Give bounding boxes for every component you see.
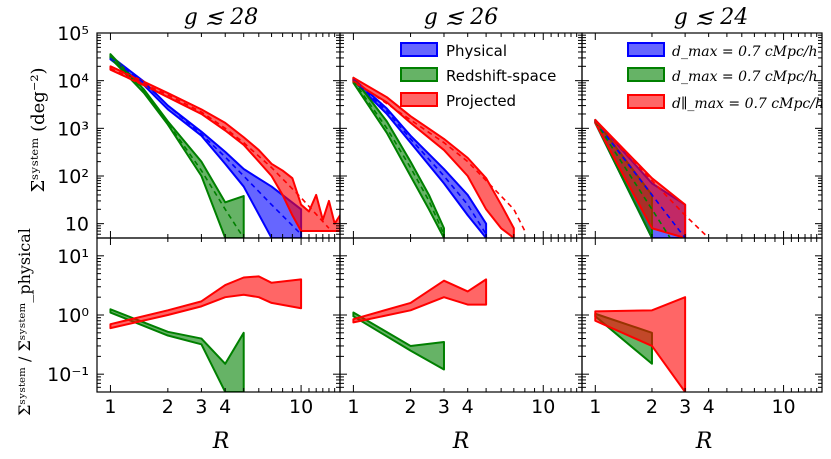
- axes-frame: [581, 32, 823, 239]
- y-axis-label-top: Σˢʸˢᵗᵉᵐ (deg⁻²): [28, 67, 49, 192]
- panel-bottom-1: 1 2 3 4 10 10⁻¹ 10⁰ 10¹: [47, 237, 341, 418]
- band-redshift-space: [109, 308, 245, 392]
- x-axis-label-1: R: [212, 429, 230, 454]
- legend-dmax-projected: d∥_max = 0.7 cMpc/h: [627, 94, 824, 112]
- fit-line-physical: [594, 120, 686, 238]
- plot-area: [352, 278, 488, 371]
- fit-line-projected: [594, 120, 710, 238]
- plot-area: [109, 275, 303, 392]
- panel-title-1: g ≲ 28: [184, 5, 259, 30]
- x-axis-label-2: R: [452, 429, 470, 454]
- y-axis-label-bottom: Σˢʸˢᵗᵉᵐ / Σˢʸˢᵗᵉᵐ_physical: [15, 228, 34, 416]
- band-physical: [352, 77, 488, 238]
- plot-area: [594, 296, 687, 392]
- legend-projected-panel: Projected: [400, 92, 516, 110]
- legend-dmax-physical-label: d_max = 0.7 cMpc/h: [672, 44, 818, 60]
- legend-dmax-redshift: d_max = 0.7 cMpc/h: [627, 67, 818, 85]
- y-tick-label-top: 10: [65, 214, 89, 236]
- x-tick-label: 2: [405, 396, 417, 418]
- legend-dmax-redshift-label: d_max = 0.7 cMpc/h: [672, 69, 818, 85]
- x-tick-label: 4: [703, 396, 715, 418]
- y-tick-label-top: 10²: [57, 166, 89, 188]
- panel-title-2: g ≲ 26: [424, 5, 499, 30]
- band-projected: [109, 65, 340, 233]
- fit-line-redshift-space: [109, 55, 245, 238]
- fit-line-physical: [352, 79, 487, 235]
- legend-dmax-physical: d_max = 0.7 cMpc/h: [627, 42, 818, 60]
- fit-line-redshift-space: [594, 120, 671, 238]
- legend-projected-label: Projected: [446, 92, 516, 110]
- x-tick-label: 10: [771, 396, 795, 418]
- legend-projected-swatch: [400, 92, 438, 107]
- band-redshift-space: [109, 53, 245, 238]
- x-tick-label: 2: [162, 396, 174, 418]
- x-tick-label: 10: [289, 396, 313, 418]
- y-tick-label-top: 10³: [57, 118, 89, 140]
- panel-bottom-2: 1 2 3 4 10: [339, 237, 583, 418]
- x-tick-label: 4: [219, 396, 231, 418]
- y-tick-label-bottom: 10⁻¹: [47, 364, 89, 386]
- legend-dmax-projected-label: d∥_max = 0.7 cMpc/h: [672, 96, 824, 112]
- x-tick-label: 3: [438, 396, 450, 418]
- x-tick-label: 4: [462, 396, 474, 418]
- x-tick-label: 1: [589, 396, 601, 418]
- band-physical: [109, 54, 303, 238]
- band-redshift-space: [352, 76, 445, 238]
- fit-line-physical: [109, 57, 302, 235]
- plot-area: [352, 76, 526, 238]
- x-tick-label: 1: [347, 396, 359, 418]
- plot-area: [594, 118, 710, 238]
- y-tick-label-top: 10⁴: [57, 71, 89, 93]
- legend-dmax-redshift-swatch: [627, 67, 665, 82]
- band-projected: [352, 76, 515, 238]
- x-axis-label-3: R: [695, 429, 713, 454]
- legend-physical-label: Physical: [446, 42, 507, 60]
- y-tick-label-bottom: 10¹: [57, 246, 89, 268]
- y-tick-label-bottom: 10⁰: [57, 305, 89, 327]
- fit-line-redshift-space: [352, 80, 445, 235]
- legend-physical-swatch: [400, 42, 438, 57]
- legend-dmax-projected-swatch: [627, 94, 665, 109]
- legend-redshift-panel: Redshift-space: [400, 67, 556, 85]
- panel-title-3: g ≲ 24: [674, 5, 749, 30]
- y-tick-label-top: 10⁵: [57, 23, 89, 45]
- x-tick-label: 1: [104, 396, 116, 418]
- band-redshift-space: [352, 311, 445, 371]
- band-projected: [109, 275, 303, 330]
- plot-area: [109, 53, 340, 238]
- panel-top-2: [339, 32, 583, 239]
- x-tick-label: 3: [679, 396, 691, 418]
- x-tick-label: 10: [531, 396, 555, 418]
- legend-dmax-physical-swatch: [627, 42, 665, 57]
- band-projected: [594, 296, 687, 392]
- fit-line-projected: [110, 67, 330, 229]
- legend-redshift-swatch: [400, 67, 438, 82]
- x-tick-label: 2: [646, 396, 658, 418]
- panel-top-1: 10 10² 10³ 10⁴ 10⁵: [57, 23, 341, 239]
- band-projected: [352, 278, 488, 324]
- panel-top-3: [581, 32, 823, 239]
- legend-physical-panel: Physical: [400, 42, 507, 60]
- panel-bottom-3: 1 2 3 4 10: [581, 237, 823, 418]
- x-tick-label: 3: [195, 396, 207, 418]
- legend-redshift-label: Redshift-space: [446, 67, 556, 85]
